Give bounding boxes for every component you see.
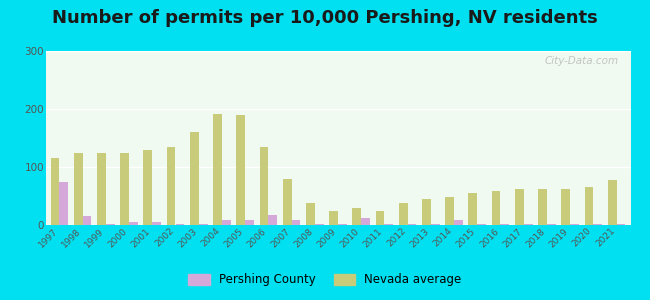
Bar (283, 178, 292, 225)
Bar (584, 187, 593, 225)
Bar (352, 208, 361, 225)
Legend: Pershing County, Nevada average: Pershing County, Nevada average (184, 269, 466, 291)
Bar (593, 224, 602, 225)
Bar (213, 114, 222, 225)
Bar (376, 211, 384, 225)
Bar (222, 220, 231, 225)
Bar (384, 224, 393, 225)
Bar (144, 150, 152, 225)
Bar (445, 197, 454, 225)
Bar (129, 222, 138, 225)
Bar (259, 147, 268, 225)
Bar (562, 189, 570, 225)
Bar (83, 216, 92, 225)
Bar (106, 224, 114, 225)
Bar (120, 152, 129, 225)
Bar (59, 182, 68, 225)
Text: Number of permits per 10,000 Pershing, NV residents: Number of permits per 10,000 Pershing, N… (52, 9, 598, 27)
Bar (477, 224, 486, 225)
Bar (399, 203, 408, 225)
Bar (454, 220, 463, 225)
Bar (469, 193, 477, 225)
Bar (422, 199, 431, 225)
Bar (431, 224, 439, 225)
Bar (338, 224, 347, 225)
Bar (408, 224, 417, 225)
Bar (329, 211, 338, 225)
Bar (547, 224, 556, 225)
Bar (617, 224, 625, 225)
Bar (199, 224, 207, 225)
Bar (237, 115, 245, 225)
Bar (538, 189, 547, 225)
Bar (245, 220, 254, 225)
Bar (51, 158, 59, 225)
Bar (74, 152, 83, 225)
Bar (491, 191, 500, 225)
Bar (190, 132, 199, 225)
Bar (608, 180, 617, 225)
Bar (500, 224, 510, 225)
Bar (166, 147, 176, 225)
Bar (268, 214, 277, 225)
Bar (97, 152, 106, 225)
Bar (292, 220, 300, 225)
Bar (306, 203, 315, 225)
Bar (152, 222, 161, 225)
Bar (524, 224, 532, 225)
Text: City-Data.com: City-Data.com (545, 56, 619, 66)
Bar (176, 224, 185, 225)
Bar (315, 224, 324, 225)
Bar (361, 218, 370, 225)
Bar (515, 189, 524, 225)
Bar (570, 224, 579, 225)
